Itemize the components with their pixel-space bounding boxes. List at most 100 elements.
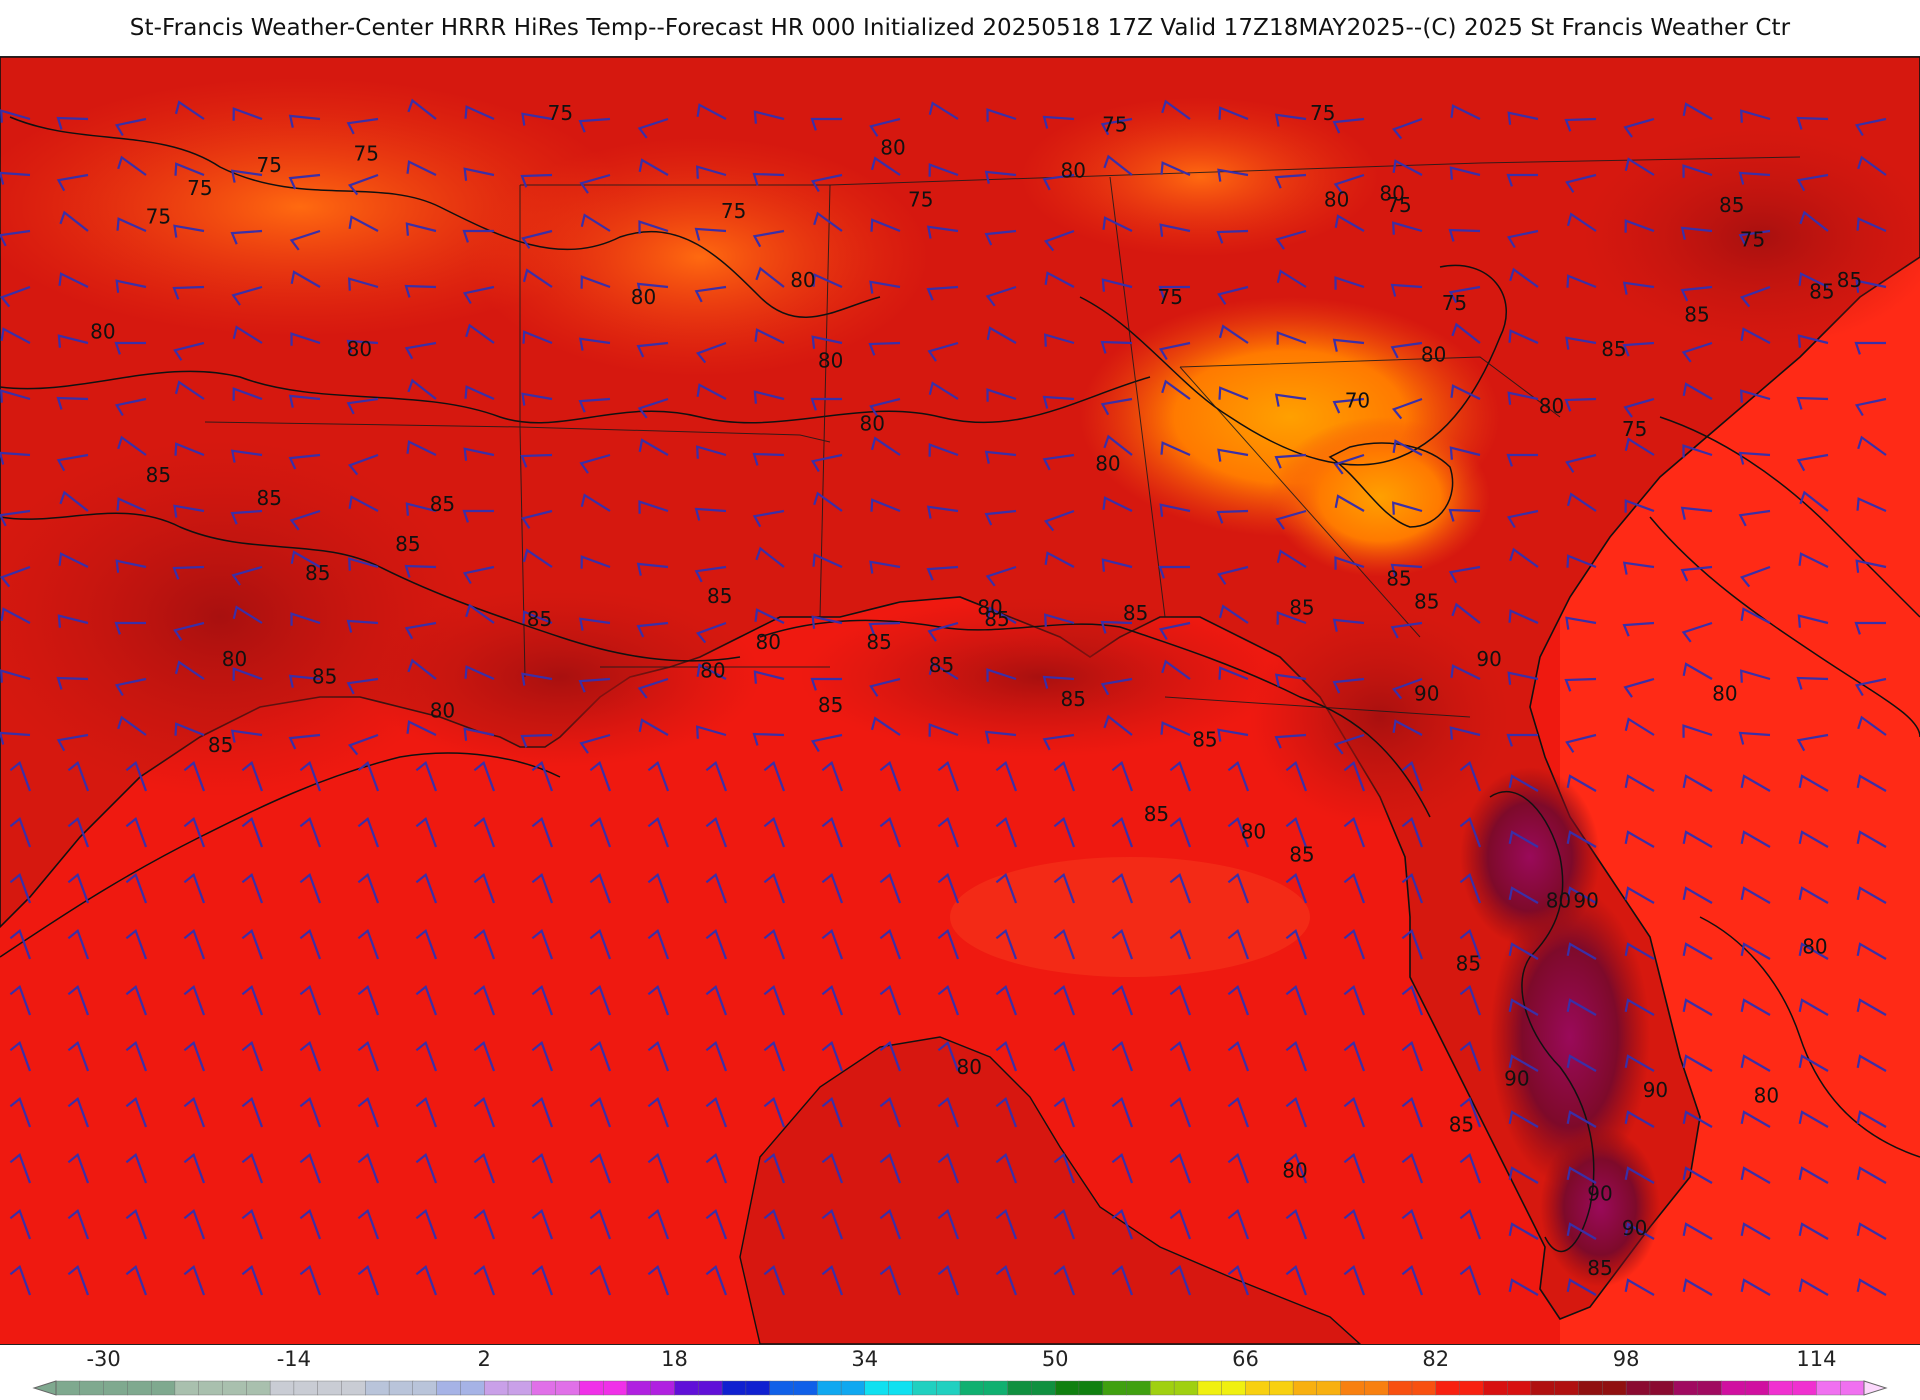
wind-barb — [879, 1040, 902, 1072]
wind-barb — [1682, 942, 1713, 960]
wind-barb — [1334, 276, 1365, 290]
contour-label-85: 85 — [1456, 952, 1481, 976]
contour-label-80: 80 — [1712, 682, 1737, 706]
wind-barb — [346, 619, 379, 633]
wind-barb — [289, 509, 321, 531]
wind-barb — [984, 509, 1017, 526]
wind-barb — [125, 1208, 148, 1240]
wind-barb — [531, 984, 554, 1016]
colorbar-cell — [1340, 1380, 1365, 1396]
colorbar-cell — [365, 1380, 390, 1396]
contour-label-80: 80 — [1282, 1158, 1307, 1182]
wind-barb — [763, 1264, 786, 1296]
wind-barb — [1111, 1264, 1134, 1296]
wind-barb — [230, 729, 263, 743]
contour-label-85: 85 — [1192, 728, 1217, 752]
wind-barb — [752, 229, 785, 248]
wind-barb — [995, 760, 1018, 792]
wind-barb — [67, 1264, 90, 1296]
wind-barb — [1624, 1166, 1655, 1184]
wind-barb — [1044, 333, 1075, 347]
state-line-al-ga — [1109, 176, 1166, 618]
wind-barb — [1218, 666, 1249, 681]
wind-barb — [753, 670, 785, 684]
wind-barb — [1740, 1278, 1771, 1296]
colorbar-high-arrow — [1863, 1380, 1888, 1396]
wind-barb — [1053, 760, 1076, 792]
colorbar-cell — [436, 1380, 461, 1396]
wind-barb — [636, 621, 669, 638]
contour-label-80: 80 — [1061, 159, 1086, 183]
wind-barb — [810, 117, 842, 131]
wind-barb — [1285, 1152, 1308, 1184]
wind-barb — [1111, 1152, 1134, 1184]
wind-barb — [705, 760, 728, 792]
wind-barb — [810, 453, 843, 473]
colorbar-cell — [1625, 1380, 1651, 1396]
wind-barb — [589, 1040, 612, 1072]
wind-barb — [1740, 327, 1771, 344]
wind-barb — [1622, 621, 1655, 637]
wind-barb — [928, 723, 959, 737]
colorbar-tick-label: -14 — [276, 1347, 312, 1371]
wind-barb — [1343, 1152, 1366, 1184]
wind-barb — [1798, 1054, 1829, 1072]
colorbar-cell — [626, 1380, 652, 1396]
wind-barb — [347, 173, 379, 196]
colorbar-cell — [1744, 1380, 1770, 1396]
isotherm-80-gulf — [0, 752, 561, 958]
wind-barb — [114, 341, 146, 355]
colorbar-cell — [460, 1380, 485, 1396]
wind-barb — [1285, 1208, 1308, 1240]
wind-barb — [125, 760, 148, 792]
wind-barb — [637, 677, 669, 699]
wind-barb — [578, 117, 611, 133]
state-line-ok-tx — [204, 421, 521, 428]
wind-barb — [230, 229, 263, 245]
wind-barb — [299, 1264, 322, 1296]
wind-barb — [357, 1208, 380, 1240]
wind-barb — [404, 621, 437, 640]
wind-barb — [1333, 733, 1365, 755]
wind-barb — [995, 1208, 1018, 1240]
wind-barb — [1227, 984, 1250, 1016]
wind-barb — [464, 665, 495, 681]
colorbar-cell — [1221, 1380, 1246, 1396]
wind-barb — [578, 617, 611, 631]
wind-barb — [357, 928, 380, 960]
wind-barb — [1740, 669, 1771, 683]
wind-barb — [473, 984, 496, 1016]
wind-barb — [0, 451, 31, 465]
wind-barb — [589, 928, 612, 960]
wind-barb — [763, 984, 786, 1016]
colorbar-cell — [817, 1380, 842, 1396]
colorbar-cell — [1649, 1380, 1675, 1396]
wind-barb — [705, 1208, 728, 1240]
wind-barb — [1506, 229, 1539, 249]
wind-barb — [1401, 816, 1424, 848]
wind-barb — [1740, 942, 1771, 960]
wind-barb — [1332, 338, 1365, 352]
contour-label-85: 85 — [312, 664, 337, 688]
wind-barb — [522, 268, 553, 288]
colorbar-cell — [721, 1380, 747, 1396]
wind-barb — [9, 760, 32, 792]
wind-barb — [415, 1096, 438, 1128]
wind-barb — [0, 607, 31, 624]
state-line-tx-la — [519, 426, 526, 678]
wind-barb — [1451, 602, 1481, 624]
wind-barb — [1680, 506, 1713, 520]
wind-barb — [1798, 774, 1829, 792]
wind-barb — [473, 760, 496, 792]
wind-barb — [1566, 830, 1597, 848]
wind-barb — [347, 453, 379, 476]
wind-barb — [1566, 942, 1597, 960]
wind-barb — [473, 1096, 496, 1128]
wind-barb — [1798, 886, 1829, 904]
colorbar-cell — [1007, 1380, 1032, 1396]
wind-barb — [1740, 1222, 1771, 1240]
wind-barb — [1566, 1110, 1597, 1128]
wind-barb — [9, 1096, 32, 1128]
wind-barb — [1459, 1152, 1482, 1184]
wind-barb — [1566, 1222, 1597, 1240]
